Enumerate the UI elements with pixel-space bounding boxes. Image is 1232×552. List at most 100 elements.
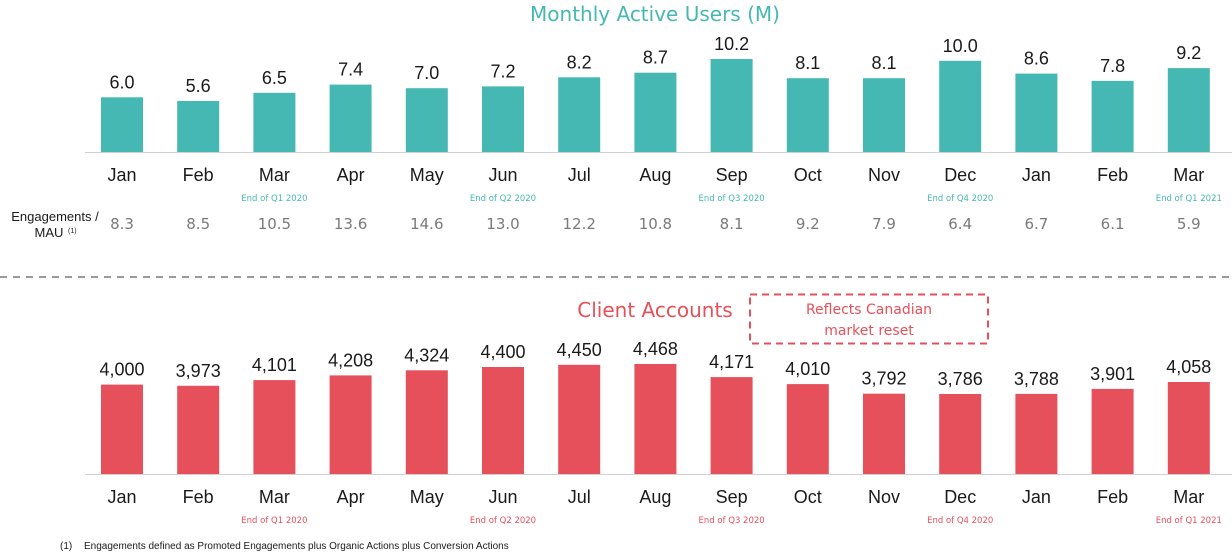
clients-quarter-label: End of Q1 2020: [241, 516, 307, 526]
mau-value-label: 7.4: [338, 60, 363, 80]
mau-quarter-label: End of Q1 2021: [1156, 194, 1222, 204]
mau-value-label: 7.2: [490, 61, 515, 81]
clients-value-label: 4,101: [252, 355, 297, 375]
mau-category-label: Sep: [716, 165, 748, 185]
mau-value-label: 8.6: [1024, 49, 1049, 69]
clients-bar: [101, 384, 143, 474]
clients-bar: [1167, 382, 1210, 474]
mau-value-label: 8.1: [795, 53, 820, 73]
engagements-value: 9.2: [796, 215, 820, 233]
engagements-value: 10.5: [258, 215, 291, 233]
clients-quarter-label: End of Q2 2020: [470, 516, 536, 526]
mau-category-label: Mar: [259, 165, 290, 185]
clients-category-label: Aug: [639, 487, 671, 507]
clients-bar: [329, 375, 372, 474]
mau-bar: [253, 92, 296, 152]
mau-category-label: Feb: [1097, 165, 1128, 185]
clients-category-label: Jul: [568, 487, 591, 507]
mau-category-label: Jul: [568, 165, 591, 185]
mau-value-label: 7.0: [414, 63, 439, 83]
mau-value-label: 7.8: [1100, 56, 1125, 76]
clients-quarter-label: End of Q3 2020: [699, 516, 765, 526]
clients-category-label: May: [410, 487, 444, 507]
mau-quarter-label: End of Q4 2020: [927, 194, 993, 204]
mau-bar: [482, 86, 524, 152]
mau-bar: [558, 77, 601, 152]
clients-value-label: 4,208: [328, 350, 373, 370]
engagements-value: 6.7: [1024, 215, 1048, 233]
mau-category-label: Aug: [639, 165, 671, 185]
clients-category-label: Oct: [794, 487, 822, 507]
clients-category-label: Jan: [107, 487, 136, 507]
mau-category-label: Jan: [1022, 165, 1051, 185]
clients-bar: [482, 367, 524, 474]
clients-value-label: 4,000: [99, 360, 144, 380]
mau-bar: [1015, 73, 1058, 152]
mau-category-label: Nov: [868, 165, 900, 185]
mau-value-label: 5.6: [186, 76, 211, 96]
mau-chart: Monthly Active Users (M) 6.0 Jan 5.6 Feb 6.5…: [11, 2, 1232, 240]
mau-bar: [405, 88, 448, 152]
mau-value-label: 6.5: [262, 68, 287, 88]
clients-bar: [405, 370, 448, 474]
footnote-marker: (1): [60, 541, 72, 552]
engagements-row-label-line2: MAU: [35, 225, 64, 240]
clients-value-label: 4,010: [785, 359, 830, 379]
engagements-row-label-line1: Engagements /: [11, 209, 99, 224]
clients-value-label: 4,450: [557, 340, 602, 360]
clients-bar: [786, 384, 829, 474]
mau-category-label: Jun: [488, 165, 517, 185]
clients-value-label: 3,792: [861, 369, 906, 389]
engagements-value: 10.8: [639, 215, 672, 233]
mau-category-label: Feb: [183, 165, 214, 185]
mau-bar: [329, 84, 372, 152]
clients-value-label: 4,171: [709, 352, 754, 372]
clients-category-label: Feb: [183, 487, 214, 507]
clients-category-label: Dec: [944, 487, 976, 507]
clients-category-label: Jun: [488, 487, 517, 507]
clients-category-label: Feb: [1097, 487, 1128, 507]
mau-bar: [710, 59, 753, 152]
mau-category-label: Dec: [944, 165, 976, 185]
engagements-value: 13.0: [486, 215, 519, 233]
mau-value-label: 9.2: [1176, 43, 1201, 63]
clients-category-label: Jan: [1022, 487, 1051, 507]
engagements-value: 13.6: [334, 215, 367, 233]
mau-bar: [1091, 80, 1134, 152]
clients-chart-title: Client Accounts: [577, 298, 732, 322]
mau-category-label: Mar: [1173, 165, 1204, 185]
annotation-line1: Reflects Canadian: [806, 302, 932, 318]
mau-value-label: 6.0: [109, 72, 134, 92]
mau-bar: [177, 101, 220, 152]
engagements-value: 6.4: [948, 215, 972, 233]
footnote-text: Engagements defined as Promoted Engageme…: [84, 541, 509, 552]
engagements-value: 7.9: [872, 215, 896, 233]
clients-category-label: Apr: [337, 487, 365, 507]
clients-chart: Client Accounts Reflects Canadian market…: [85, 293, 1232, 526]
engagements-value: 12.2: [562, 215, 595, 233]
mau-bar: [863, 78, 905, 152]
clients-bar: [1015, 393, 1058, 474]
clients-category-label: Mar: [1173, 487, 1204, 507]
clients-bar: [863, 393, 905, 474]
clients-value-label: 4,058: [1166, 357, 1211, 377]
mau-bar: [634, 72, 677, 152]
engagements-value: 14.6: [410, 215, 443, 233]
mau-quarter-label: End of Q2 2020: [470, 194, 536, 204]
annotation-line2: market reset: [824, 323, 914, 339]
clients-value-label: 3,786: [938, 369, 983, 389]
mau-value-label: 8.2: [567, 52, 592, 72]
engagements-value: 8.1: [720, 215, 744, 233]
mau-quarter-label: End of Q1 2020: [241, 194, 307, 204]
clients-value-label: 3,973: [176, 361, 221, 381]
clients-bar: [1091, 388, 1134, 474]
mau-bar: [1167, 68, 1210, 152]
clients-category-label: Mar: [259, 487, 290, 507]
mau-chart-title: Monthly Active Users (M): [530, 2, 780, 26]
engagements-row-footnote-mark: (1): [68, 228, 77, 235]
mau-value-label: 10.2: [714, 34, 749, 54]
engagements-value: 8.5: [186, 215, 210, 233]
clients-value-label: 3,788: [1014, 369, 1059, 389]
mau-category-label: Apr: [337, 165, 365, 185]
